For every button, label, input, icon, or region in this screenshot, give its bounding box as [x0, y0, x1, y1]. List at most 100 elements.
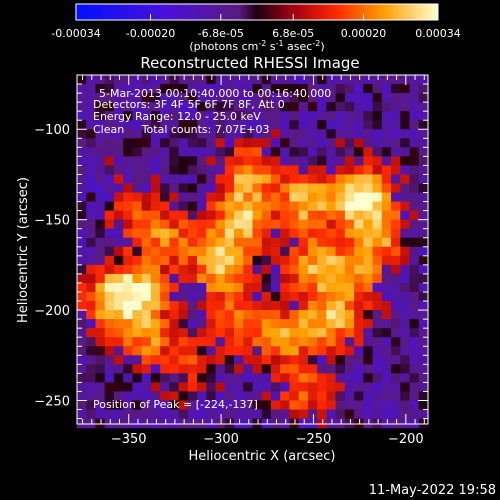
- heatmap-cell: [344, 201, 355, 212]
- heatmap-cell: [317, 273, 327, 284]
- heatmap-cell: [252, 282, 263, 293]
- heatmap-cell: [298, 273, 309, 284]
- heatmap-cell: [141, 273, 152, 284]
- heatmap-cell: [391, 156, 401, 167]
- heatmap-cell: [178, 291, 189, 302]
- heatmap-cell: [123, 382, 134, 393]
- heatmap-cell: [243, 264, 254, 275]
- heatmap-cell: [418, 391, 429, 402]
- heatmap-cell: [132, 129, 143, 139]
- heatmap-cell: [391, 346, 401, 356]
- heatmap-cell: [141, 301, 152, 311]
- heatmap-cell: [409, 102, 420, 112]
- heatmap-cell: [270, 264, 281, 275]
- heatmap-cell: [243, 210, 254, 221]
- heatmap-cell: [409, 255, 420, 266]
- heatmap-cell: [160, 255, 170, 266]
- heatmap-cell: [234, 364, 244, 374]
- heatmap-cell: [307, 111, 318, 121]
- heatmap-cell: [372, 219, 383, 230]
- heatmap-cell: [261, 246, 272, 257]
- heatmap-cell: [381, 111, 392, 121]
- heatmap-cell: [381, 273, 392, 284]
- heatmap-cell: [95, 382, 106, 393]
- heatmap-cell: [280, 337, 291, 347]
- heatmap-cell: [372, 400, 383, 411]
- heatmap-cell: [409, 264, 420, 275]
- heatmap-cell: [178, 156, 189, 167]
- heatmap-cell: [252, 400, 263, 411]
- heatmap-cell: [307, 93, 318, 103]
- heatmap-cell: [86, 337, 97, 347]
- heatmap-cell: [363, 174, 374, 185]
- heatmap-cell: [391, 310, 401, 320]
- heatmap-cell: [178, 246, 189, 257]
- heatmap-cell: [289, 210, 300, 221]
- heatmap-cell: [187, 264, 198, 275]
- heatmap-cell: [215, 129, 226, 139]
- heatmap-cell: [335, 355, 346, 365]
- heatmap-cell: [77, 237, 87, 248]
- colorbar-tick-label: -6.8e-05: [198, 27, 244, 40]
- heatmap-cell: [261, 210, 272, 221]
- heatmap-cell: [197, 93, 207, 103]
- y-tick-label: −200: [34, 304, 70, 319]
- heatmap-cell: [150, 391, 161, 402]
- heatmap-cell: [335, 310, 346, 320]
- heatmap-cell: [381, 174, 392, 185]
- heatmap-cell: [243, 310, 254, 320]
- heatmap-cell: [391, 246, 401, 257]
- heatmap-cell: [224, 120, 235, 130]
- heatmap-cell: [298, 165, 309, 176]
- heatmap-cell: [113, 310, 124, 320]
- heatmap-cell: [335, 319, 346, 329]
- heatmap-cell: [104, 165, 115, 176]
- heatmap-cell: [335, 237, 346, 248]
- heatmap-cell: [206, 156, 217, 167]
- heatmap-cell: [270, 129, 281, 139]
- heatmap-cell: [150, 201, 161, 212]
- heatmap-cell: [123, 301, 134, 311]
- heatmap-cell: [197, 400, 207, 411]
- heatmap-cell: [132, 291, 143, 302]
- heatmap-cell: [113, 418, 124, 429]
- heatmap-cell: [160, 192, 170, 203]
- heatmap-cell: [95, 310, 106, 320]
- heatmap-cell: [344, 291, 355, 302]
- heatmap-cell: [150, 337, 161, 347]
- heatmap-cell: [317, 120, 327, 130]
- heatmap-cell: [95, 138, 106, 148]
- heatmap-cell: [418, 264, 429, 275]
- heatmap-cell: [289, 291, 300, 302]
- heatmap-cell: [363, 301, 374, 311]
- heatmap-cell: [381, 210, 392, 221]
- heatmap-cell: [150, 328, 161, 338]
- heatmap-cell: [197, 382, 207, 393]
- heatmap-cell: [141, 237, 152, 248]
- heatmap-cell: [150, 310, 161, 320]
- heatmap-cell: [252, 237, 263, 248]
- heatmap-cell: [400, 418, 411, 429]
- heatmap-cell: [169, 84, 180, 94]
- heatmap-cell: [280, 138, 291, 148]
- heatmap-cell: [307, 319, 318, 329]
- heatmap-cell: [298, 237, 309, 248]
- heatmap-cell: [261, 93, 272, 103]
- heatmap-cell: [418, 111, 429, 121]
- heatmap-cell: [197, 111, 207, 121]
- heatmap-cell: [86, 310, 97, 320]
- heatmap-cell: [280, 228, 291, 239]
- heatmap-cell: [409, 192, 420, 203]
- heatmap-cell: [104, 75, 115, 85]
- heatmap-cell: [160, 246, 170, 257]
- heatmap-cell: [113, 129, 124, 139]
- heatmap-cell: [298, 255, 309, 266]
- heatmap-cell: [160, 210, 170, 221]
- heatmap-cell: [104, 301, 115, 311]
- heatmap-cell: [206, 129, 217, 139]
- heatmap-cell: [178, 382, 189, 393]
- heatmap-cell: [354, 174, 364, 185]
- heatmap-cell: [77, 355, 87, 365]
- heatmap-cell: [95, 183, 106, 194]
- heatmap-cell: [372, 192, 383, 203]
